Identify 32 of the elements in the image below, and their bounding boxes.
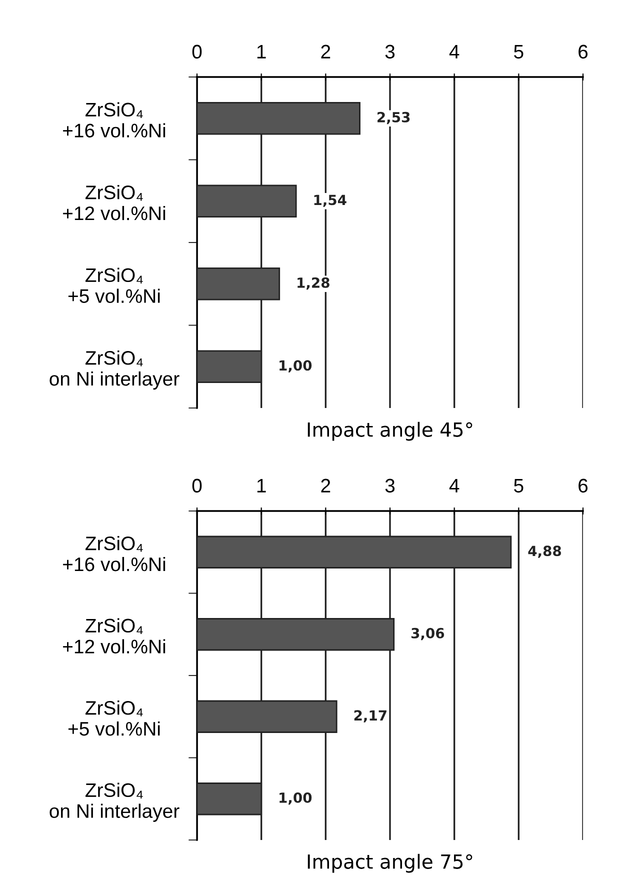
y-tick-label: ZrSiO₄ +12 vol.%Ni xyxy=(63,185,166,220)
x-axis-title: Impact angle 75° xyxy=(308,854,472,873)
x-tick-label: 2 xyxy=(321,478,330,492)
y-tick-label: ZrSiO₄ +16 vol.%Ni xyxy=(63,536,166,572)
data-label: 2,17 xyxy=(354,710,386,722)
data-label: 1,00 xyxy=(280,360,312,372)
x-axis-title: Impact angle 45° xyxy=(308,422,472,441)
y-tick-label: ZrSiO₄ +5 vol.%Ni xyxy=(68,700,160,736)
data-label: 3,06 xyxy=(411,628,444,640)
data-label: 2,53 xyxy=(378,112,410,124)
x-tick-label: 4 xyxy=(449,45,460,58)
y-tick-label: ZrSiO₄ +5 vol.%Ni xyxy=(68,268,160,303)
x-tick-label: 1 xyxy=(257,45,266,58)
y-tick-label: ZrSiO₄ +12 vol.%Ni xyxy=(63,618,166,654)
data-label: 1,28 xyxy=(298,277,330,290)
x-tick-label: 5 xyxy=(514,479,524,493)
x-tick-label: 1 xyxy=(257,479,266,492)
x-tick-label: 2 xyxy=(321,44,330,58)
x-tick-label: 4 xyxy=(449,479,460,492)
x-tick-label: 0 xyxy=(192,478,202,493)
y-tick-label: ZrSiO₄ +16 vol.%Ni xyxy=(63,102,166,138)
x-tick-label: 0 xyxy=(192,44,202,59)
data-label: 1,54 xyxy=(314,194,346,207)
x-tick-label: 3 xyxy=(385,478,395,493)
data-label: 4,88 xyxy=(528,546,562,558)
data-label: 1,00 xyxy=(280,792,312,805)
x-tick-label: 3 xyxy=(385,44,395,59)
x-tick-label: 6 xyxy=(578,478,588,493)
y-tick-label: ZrSiO₄ on Ni interlayer xyxy=(50,350,180,390)
x-tick-label: 5 xyxy=(514,45,524,59)
x-tick-label: 6 xyxy=(578,44,588,59)
y-tick-label: ZrSiO₄ on Ni interlayer xyxy=(50,782,180,822)
